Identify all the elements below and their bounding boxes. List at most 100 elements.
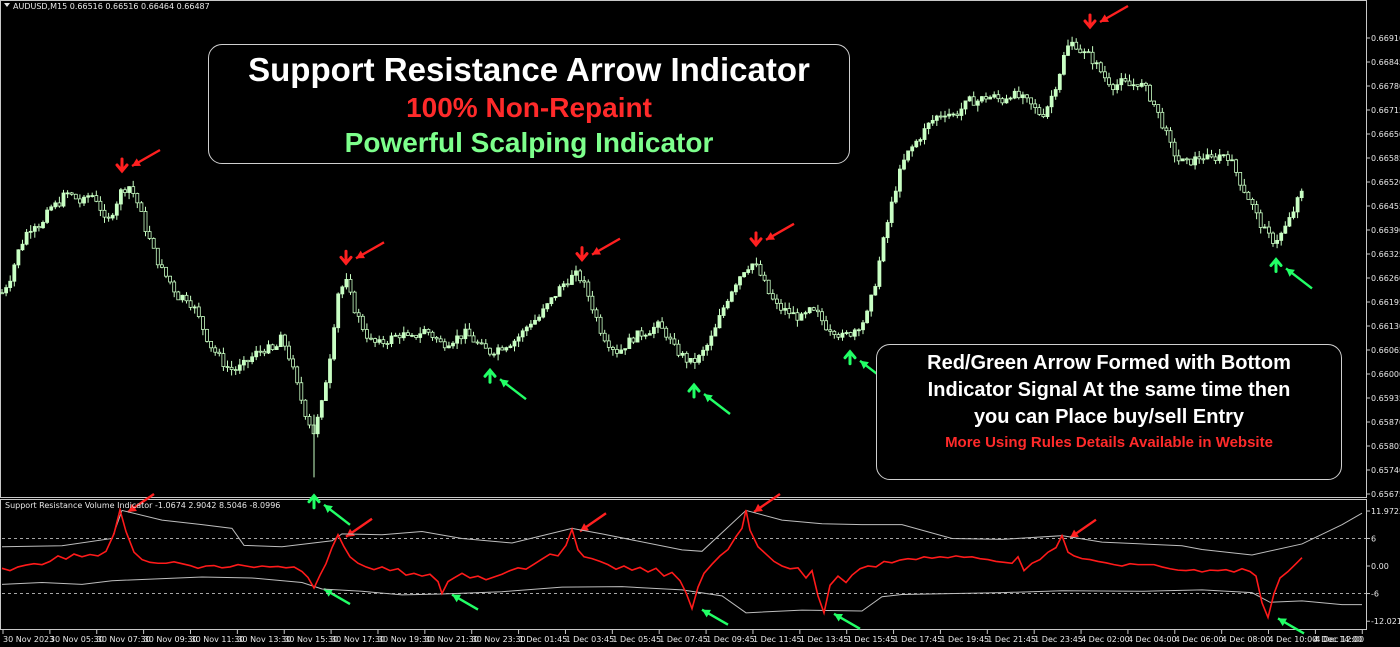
time-tick-label: 4 Dec 02:00 (1081, 635, 1130, 644)
candle-body (516, 336, 521, 342)
candle-body (12, 264, 17, 282)
candle-body (4, 287, 8, 294)
candle-body (45, 209, 49, 223)
osc-buy-pointer-head (702, 609, 711, 618)
candle-body (885, 222, 890, 239)
candle-body (106, 216, 111, 219)
time-tick-label: 30 Nov 13:30 (237, 635, 291, 644)
candle-body (369, 337, 373, 340)
time-tick-label: 30 Nov 2023 (3, 635, 54, 644)
candle-body (389, 335, 394, 344)
candle-body (881, 237, 886, 262)
candle-body (824, 320, 828, 331)
candle-body (639, 330, 644, 337)
candle-body (1189, 158, 1193, 166)
candle-body (947, 113, 951, 117)
candle-body (1111, 84, 1115, 91)
note-line-2: Indicator Signal At the same time then (927, 379, 1291, 401)
candle-body (729, 291, 734, 302)
candle-body (557, 286, 562, 297)
candle-body (943, 115, 947, 118)
candle-body (241, 359, 246, 366)
candle-body (553, 295, 558, 299)
candle-body (1164, 127, 1169, 132)
candle-body (418, 333, 423, 338)
candle-body (520, 330, 525, 338)
price-tick-label: 0.65935 (1371, 394, 1400, 403)
candle-body (82, 196, 86, 204)
candle-body (114, 203, 119, 216)
candle-body (705, 344, 710, 351)
candle-body (611, 346, 615, 350)
title-line-1: Support Resistance Arrow Indicator (248, 51, 810, 88)
candle-body (570, 274, 574, 285)
sell-pointer-arrow-head (132, 158, 141, 166)
buy-pointer-arrow-head (1286, 268, 1295, 277)
candle-body (565, 283, 570, 286)
candle-body (967, 96, 972, 102)
candle-body (787, 308, 792, 315)
candle-body (865, 310, 869, 324)
time-tick-label: 30 Nov 23:30 (472, 635, 526, 644)
price-tick-label: 0.66455 (1371, 202, 1400, 211)
time-tick-label: 1 Dec 15:45 (847, 635, 896, 644)
candle-body (319, 400, 324, 418)
candle-body (602, 332, 607, 342)
candle-body (221, 353, 226, 367)
candle-body (1180, 158, 1185, 162)
candle-body (844, 332, 849, 334)
candle-body (582, 280, 587, 283)
candle-body (37, 226, 41, 229)
candle-body (0, 292, 4, 295)
candle-body (463, 328, 468, 340)
price-tick-label: 0.66845 (1371, 58, 1400, 67)
candle-body (1152, 100, 1156, 106)
candle-body (381, 339, 386, 344)
candle-body (131, 186, 136, 194)
candle-body (233, 369, 238, 371)
candle-body (1160, 111, 1165, 129)
candle-body (643, 334, 648, 337)
candle-body (1062, 54, 1066, 75)
candle-body (94, 195, 99, 202)
candle-body (451, 342, 455, 347)
buy-signal-arrow (687, 382, 701, 399)
candle-body (1074, 41, 1079, 50)
candle-body (980, 96, 984, 102)
sell-pointer-arrow-head (592, 246, 601, 255)
candle-body (1275, 240, 1279, 244)
price-tick-label: 0.66325 (1371, 250, 1400, 259)
candle-body (680, 352, 685, 356)
candle-body (295, 366, 300, 384)
candle-body (615, 349, 619, 354)
candle-body (799, 313, 804, 321)
sell-signal-arrow (575, 246, 589, 262)
candle-body (631, 337, 636, 343)
candle-body (1144, 82, 1148, 86)
candle-body (1053, 89, 1058, 97)
candle-body (590, 295, 595, 311)
upper-band-line (1, 509, 1363, 556)
candle-body (1217, 154, 1222, 161)
candle-body (1029, 97, 1033, 105)
candle-body (922, 128, 927, 140)
candle-body (1045, 106, 1050, 118)
time-tick-label: 30 Nov 19:30 (378, 635, 432, 644)
symbol-dropdown-icon[interactable] (4, 3, 10, 7)
candle-body (1025, 94, 1029, 99)
candle-body (1172, 141, 1177, 157)
candle-body (934, 115, 939, 121)
candle-body (688, 358, 693, 363)
candle-body (53, 202, 58, 208)
candle-body (627, 337, 632, 349)
candle-body (483, 343, 488, 349)
candle-body (1103, 71, 1107, 79)
candle-body (701, 349, 705, 356)
osc-sell-pointer-head (580, 523, 589, 532)
